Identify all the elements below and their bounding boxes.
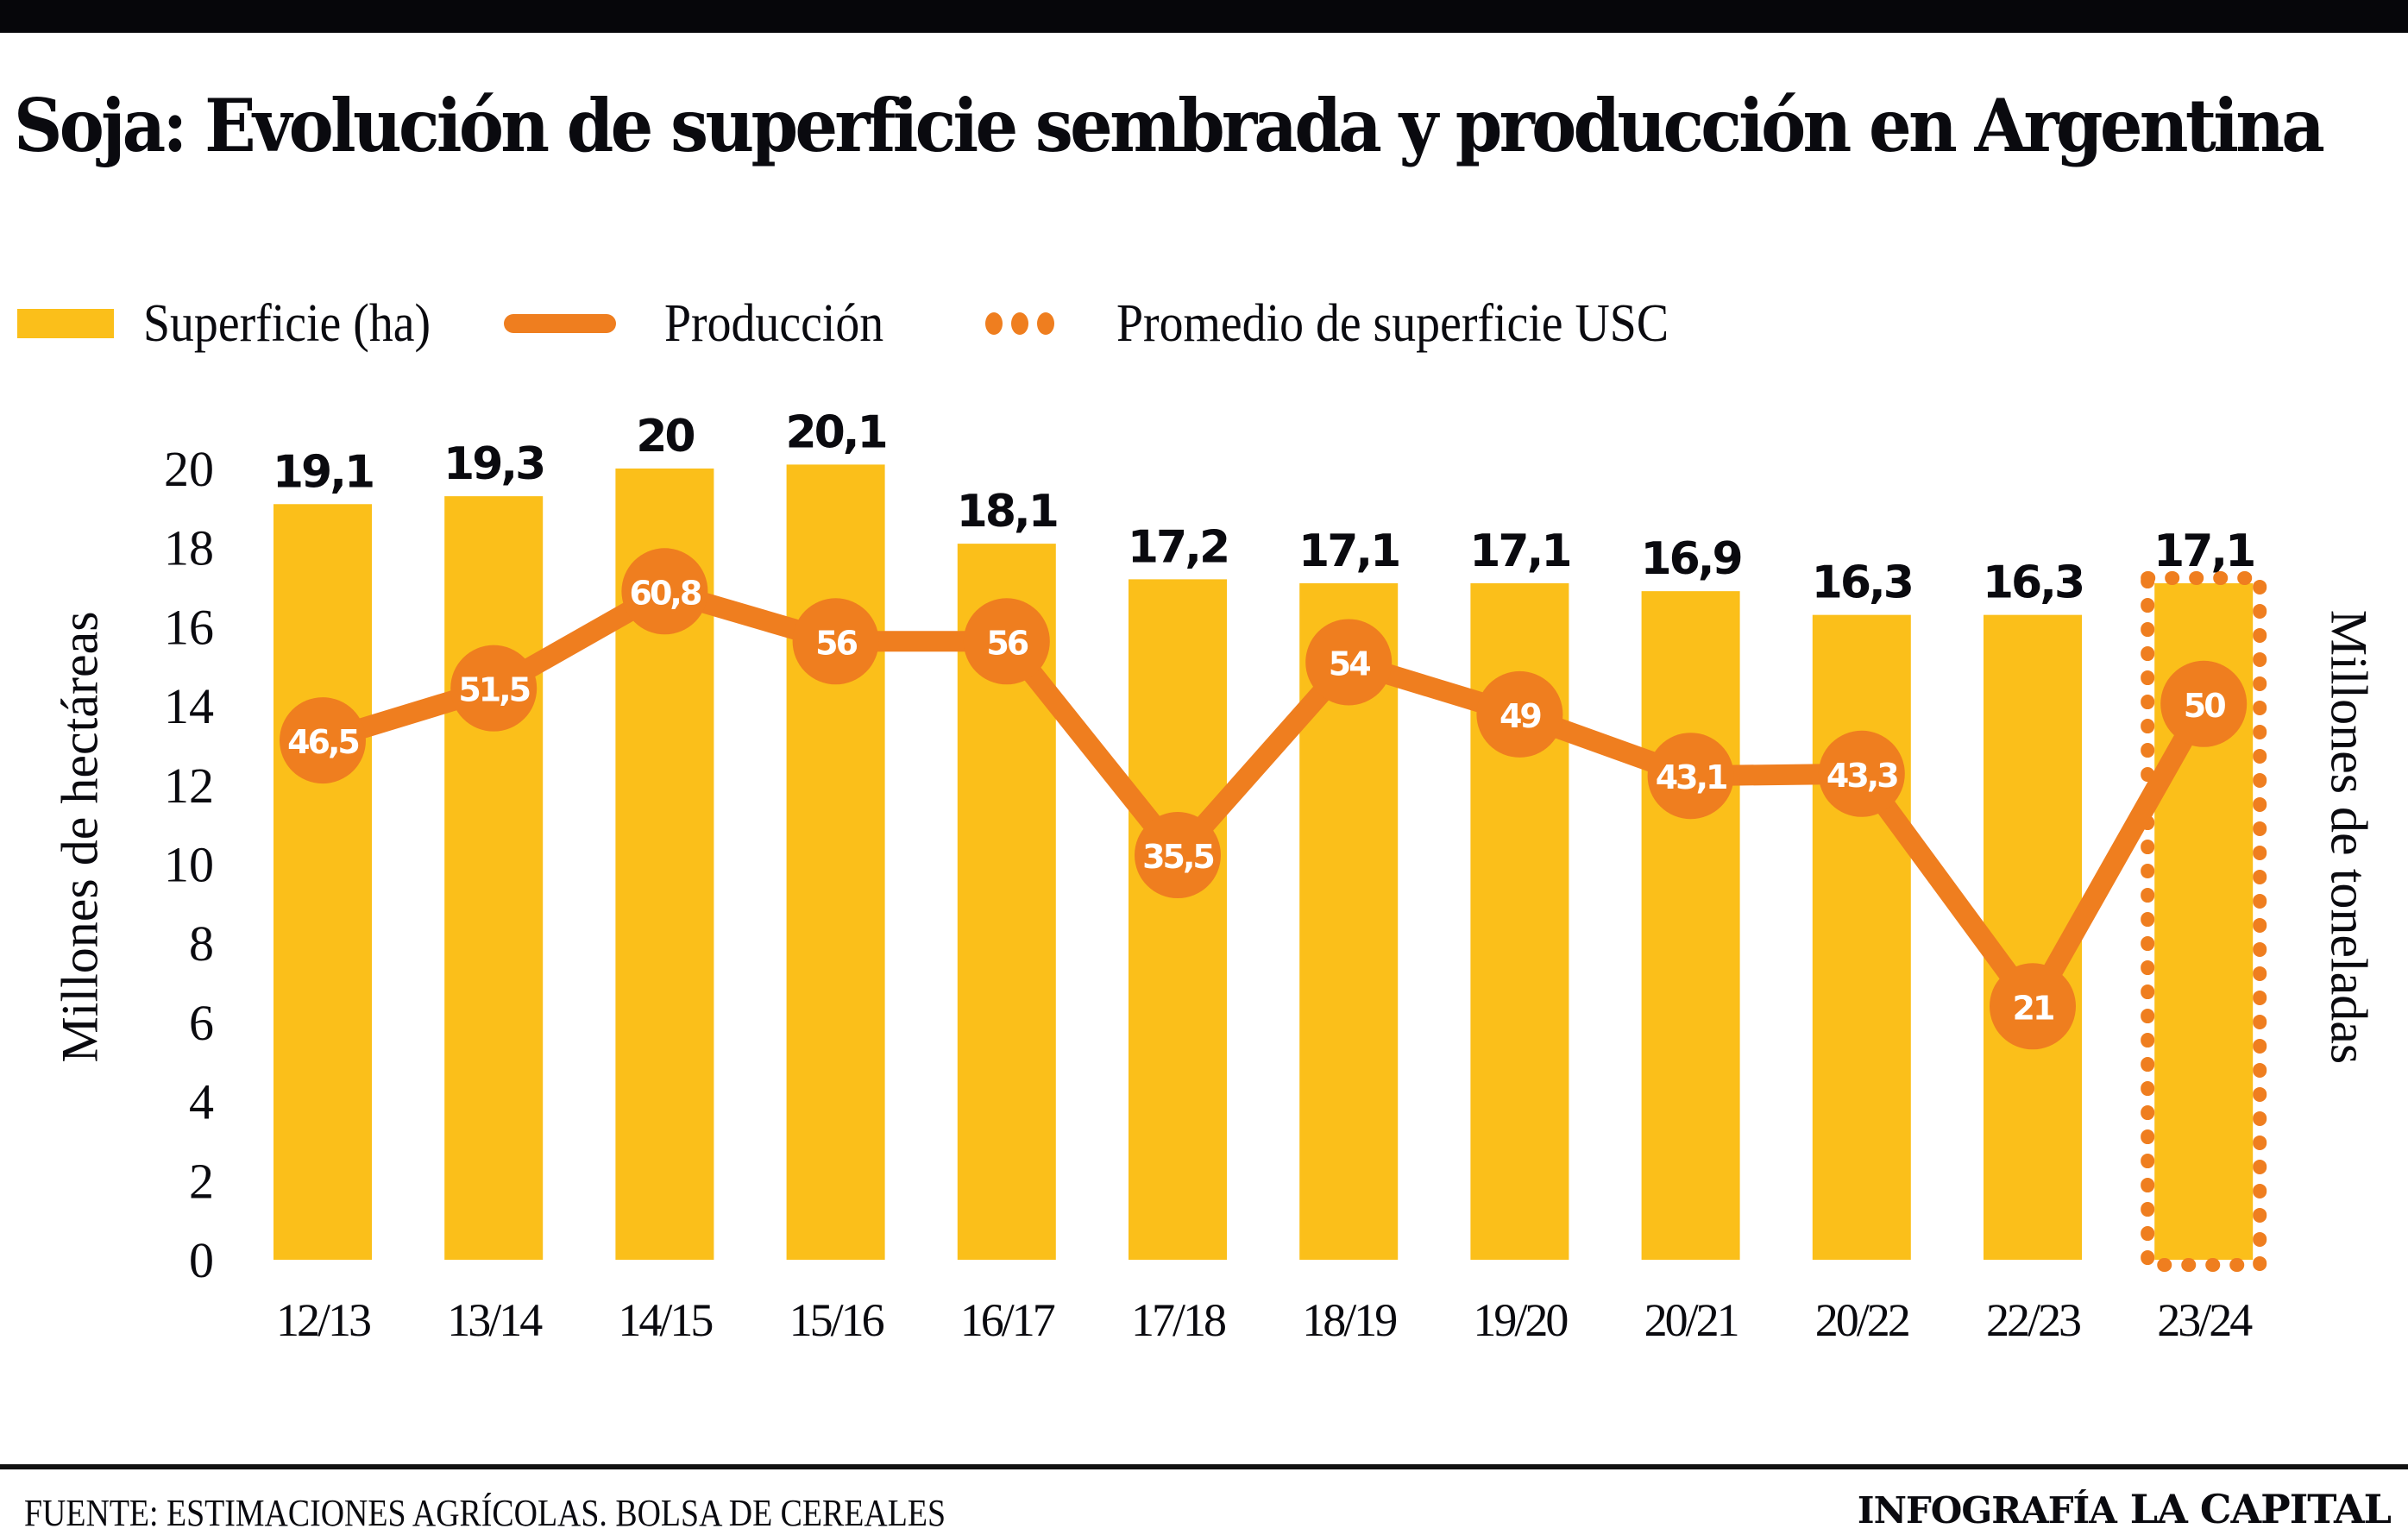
production-value-label: 46,5 [287,723,358,761]
bar-value-label: 16,3 [1812,557,1912,609]
production-value-label: 54 [1329,645,1370,683]
x-tick-label: 18/19 [1302,1294,1396,1346]
bar-value-label: 19,3 [443,438,544,490]
bar-value-label: 19,1 [273,446,373,498]
production-value-label: 35,5 [1142,838,1213,876]
x-tick-label: 12/13 [276,1294,370,1346]
production-point [792,598,879,685]
production-value-label: 50 [2184,687,2225,725]
y-tick-label: 4 [189,1074,214,1130]
y-tick-label: 8 [189,915,214,972]
x-tick-label: 15/16 [789,1294,884,1346]
production-value-label: 49 [1499,697,1541,735]
legend-label-promedio: Promedio de superficie USC [1116,293,1669,353]
legend-label-produccion: Producción [664,293,884,353]
source-note: FUENTE: ESTIMACIONES AGRÍCOLAS. BOLSA DE… [24,1492,946,1534]
credit-prefix: INFOGRAFÍA [1857,1489,2117,1532]
production-point [2160,660,2248,747]
production-point [450,645,538,732]
x-tick-label: 20/21 [1644,1294,1738,1346]
y-tick-label: 6 [189,995,214,1051]
production-point [1647,733,1734,820]
chart-title: Soja: Evolución de superficie sembrada y… [14,83,2325,168]
y-tick-label: 20 [164,441,214,497]
bar-value-label: 17,1 [2153,525,2254,577]
bar-12-13 [273,504,372,1260]
production-value-label: 56 [815,624,857,662]
bar-value-label: 16,3 [1983,557,2083,609]
bar-value-label: 20,1 [785,406,885,458]
x-tick-label: 16/17 [960,1294,1055,1346]
legend: Superficie (ha) Producción Promedio de s… [17,289,1731,358]
production-line [319,581,2213,1017]
y-tick-label: 0 [189,1232,214,1288]
top-bar [0,0,2408,33]
production-value-label: 43,1 [1656,758,1726,796]
y-tick-label: 18 [164,520,214,576]
production-value-label: 56 [986,624,1028,662]
x-tick-label: 14/15 [618,1294,712,1346]
footer-divider [0,1464,2408,1469]
y-tick-label: 16 [164,599,214,655]
y-tick-label: 12 [164,758,214,814]
y-tick-label: 14 [164,678,214,734]
bar-17-18 [1129,579,1227,1260]
bar-value-label: 20 [636,411,694,462]
y-axis-left-label: Millones de hectáreas [51,611,109,1063]
x-tick-label: 17/18 [1131,1294,1225,1346]
credit: INFOGRAFÍA LA CAPITAL [1857,1486,2392,1532]
bar-value-label: 17,1 [1469,525,1569,577]
production-value-label: 43,3 [1826,757,1897,795]
production-value-label: 51,5 [458,671,529,709]
bar-value-label: 16,9 [1640,533,1740,585]
bar-13-14 [444,496,544,1260]
bar-15-16 [786,464,885,1260]
x-tick-label: 13/14 [447,1294,543,1346]
x-tick-label: 20/22 [1815,1294,1909,1346]
x-tick-label: 23/24 [2157,1294,2253,1346]
bar-value-label: 18,1 [957,486,1057,538]
bar-20-21 [1641,591,1740,1260]
y-tick-label: 2 [189,1153,214,1209]
legend-bar-swatch-icon [17,309,114,338]
production-point [1990,963,2076,1050]
production-point [1818,730,1905,817]
production-point [963,598,1050,685]
production-point [621,548,708,635]
bar-value-label: 17,1 [1298,525,1399,577]
x-tick-label: 19/20 [1473,1294,1567,1346]
production-point [280,697,366,784]
legend-label-superficie: Superficie (ha) [143,293,431,353]
bar-value-label: 17,2 [1128,521,1228,573]
usc-average-outline [2141,570,2267,1272]
production-point [1476,670,1563,758]
brand-logo: LA CAPITAL [2129,1486,2392,1532]
production-point [1135,812,1221,899]
y-axis-right-label: Millones de toneladas [2320,609,2378,1065]
legend-line-swatch-icon [504,314,617,333]
production-value-label: 60,8 [630,574,701,612]
bar-20-22 [1812,614,1911,1260]
y-tick-label: 10 [164,837,214,893]
legend-dotted-swatch-icon [985,312,1055,335]
x-tick-label: 22/23 [1986,1294,2080,1346]
production-value-label: 21 [2013,989,2053,1027]
production-point [1305,619,1393,706]
